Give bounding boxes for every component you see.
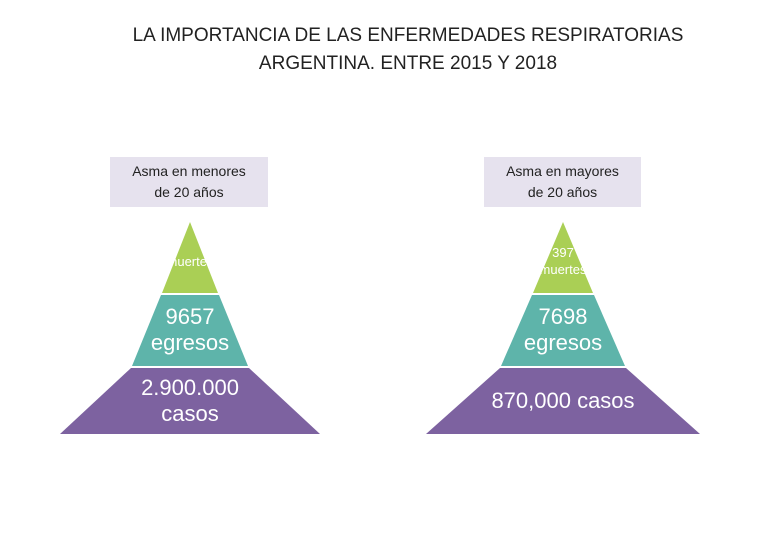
left-bottom-unit: casos (161, 401, 219, 426)
left-label-line-1: Asma en menores (132, 163, 246, 179)
left-middle-unit: egresos (150, 330, 230, 355)
right-middle-tier-text: 7698 egresos (483, 298, 643, 362)
left-label-line-2: de 20 años (154, 184, 224, 200)
left-middle-value: 9657 (165, 304, 215, 329)
left-pyramid-bottom-tier (60, 368, 320, 434)
left-pyramid-top-tier (162, 222, 218, 293)
left-middle-tier-text: 9657 egresos (110, 298, 270, 362)
title-line-1: LA IMPORTANCIA DE LAS ENFERMEDADES RESPI… (132, 25, 684, 46)
left-bottom-tier-text: 2.900.000 casos (100, 370, 280, 432)
left-pyramid-middle-tier (132, 295, 248, 366)
right-label-line-1: Asma en mayores (506, 163, 619, 179)
right-top-value: 397 (552, 245, 574, 260)
left-top-tier-text: muertes (130, 236, 250, 286)
left-pyramid-label: Asma en menores de 20 años (110, 157, 268, 207)
title-line-2: ARGENTINA. ENTRE 2015 Y 2018 (258, 53, 558, 74)
right-middle-unit: egresos (523, 330, 603, 355)
right-bottom-tier-text: 870,000 casos (453, 370, 673, 432)
left-top-unit: muertes (166, 253, 214, 269)
right-pyramid-top-tier (533, 222, 593, 293)
right-pyramid-label: Asma en mayores de 20 años (484, 157, 641, 207)
right-middle-value: 7698 (538, 304, 588, 329)
right-bottom-value: 870,000 casos (491, 388, 635, 413)
left-bottom-value: 2.900.000 (141, 375, 239, 400)
right-pyramid-bottom-tier (426, 368, 700, 434)
right-top-tier-text: 397 muertes (503, 236, 623, 286)
page-title: LA IMPORTANCIA DE LAS ENFERMEDADES RESPI… (0, 22, 780, 78)
right-pyramid-middle-tier (501, 295, 625, 366)
right-label-line-2: de 20 años (527, 184, 598, 200)
right-top-unit: muertes (539, 262, 587, 277)
